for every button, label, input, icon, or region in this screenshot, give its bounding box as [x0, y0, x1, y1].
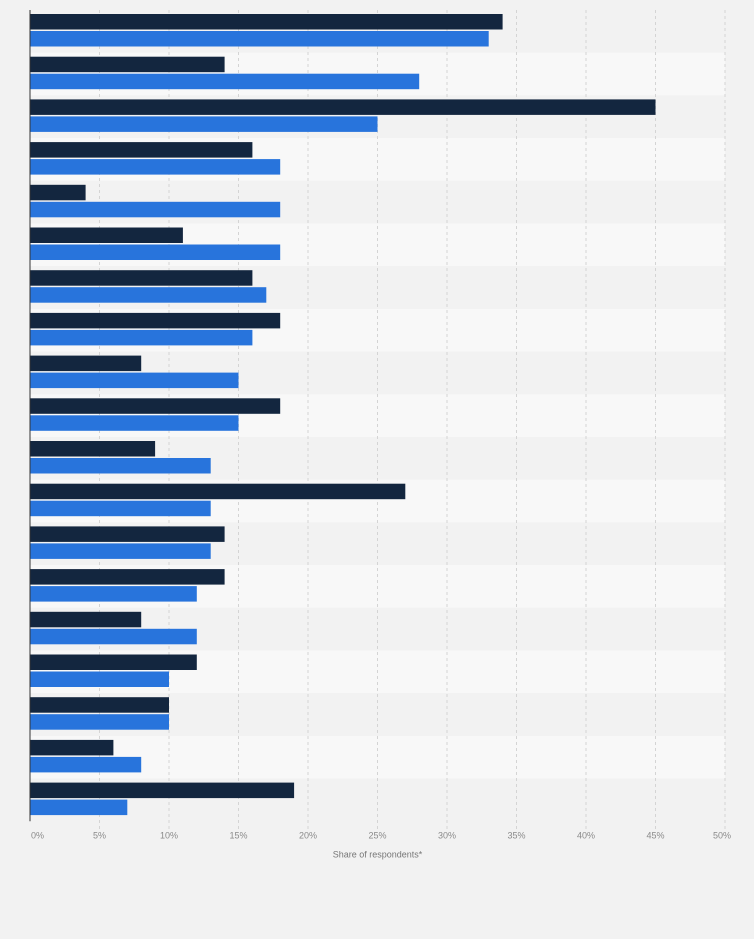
x-axis-ticks: 0% 5% 10% 15% 20% 25% 30% 35% 40% 45% 50%: [31, 830, 731, 840]
bar-series-1[interactable]: [30, 14, 503, 30]
bar-series-1[interactable]: [30, 184, 86, 201]
bar-series-2[interactable]: [30, 329, 253, 346]
bar-series-1[interactable]: [30, 312, 281, 329]
x-tick-label: 5%: [93, 830, 106, 840]
bar-series-2[interactable]: [30, 714, 169, 730]
x-tick-label: 40%: [577, 830, 595, 840]
bar-series-2[interactable]: [30, 500, 211, 517]
bar-series-1[interactable]: [30, 483, 406, 500]
bar-series-2[interactable]: [30, 671, 169, 688]
bar-series-2[interactable]: [30, 372, 239, 389]
bar-series-2[interactable]: [30, 586, 197, 602]
x-tick-label: 0%: [31, 830, 44, 840]
bar-series-1[interactable]: [30, 142, 253, 158]
bar-series-1[interactable]: [30, 654, 197, 671]
bar-series-2[interactable]: [30, 73, 420, 90]
bar-series-1[interactable]: [30, 782, 295, 799]
bar-series-1[interactable]: [30, 227, 183, 244]
x-tick-label: 30%: [438, 830, 456, 840]
bar-series-2[interactable]: [30, 799, 128, 816]
x-tick-label: 50%: [713, 830, 731, 840]
bar-series-2[interactable]: [30, 756, 142, 773]
x-tick-label: 35%: [507, 830, 525, 840]
bar-series-2[interactable]: [30, 287, 267, 303]
bar-series-1[interactable]: [30, 569, 225, 585]
bar-series-1[interactable]: [30, 355, 142, 372]
bar-series-1[interactable]: [30, 739, 114, 756]
bar-series-2[interactable]: [30, 31, 489, 47]
bar-series-1[interactable]: [30, 526, 225, 542]
bar-series-1[interactable]: [30, 697, 169, 713]
x-tick-label: 20%: [299, 830, 317, 840]
bar-series-1[interactable]: [30, 398, 281, 414]
bar-series-2[interactable]: [30, 159, 281, 175]
bar-series-2[interactable]: [30, 415, 239, 431]
bar-series-2[interactable]: [30, 201, 281, 218]
bar-series-2[interactable]: [30, 244, 281, 261]
x-tick-label: 10%: [160, 830, 178, 840]
bar-series-2[interactable]: [30, 543, 211, 559]
bar-series-2[interactable]: [30, 628, 197, 645]
x-tick-label: 45%: [646, 830, 664, 840]
bar-series-2[interactable]: [30, 116, 378, 132]
bar-series-1[interactable]: [30, 441, 156, 457]
x-axis-title: Share of respondents*: [333, 849, 423, 859]
x-tick-label: 25%: [368, 830, 386, 840]
bars: [30, 14, 656, 816]
bar-series-1[interactable]: [30, 99, 656, 115]
bar-series-1[interactable]: [30, 270, 253, 286]
bar-series-2[interactable]: [30, 458, 211, 474]
bar-series-1[interactable]: [30, 56, 225, 73]
x-tick-label: 15%: [229, 830, 247, 840]
bar-series-1[interactable]: [30, 611, 142, 628]
